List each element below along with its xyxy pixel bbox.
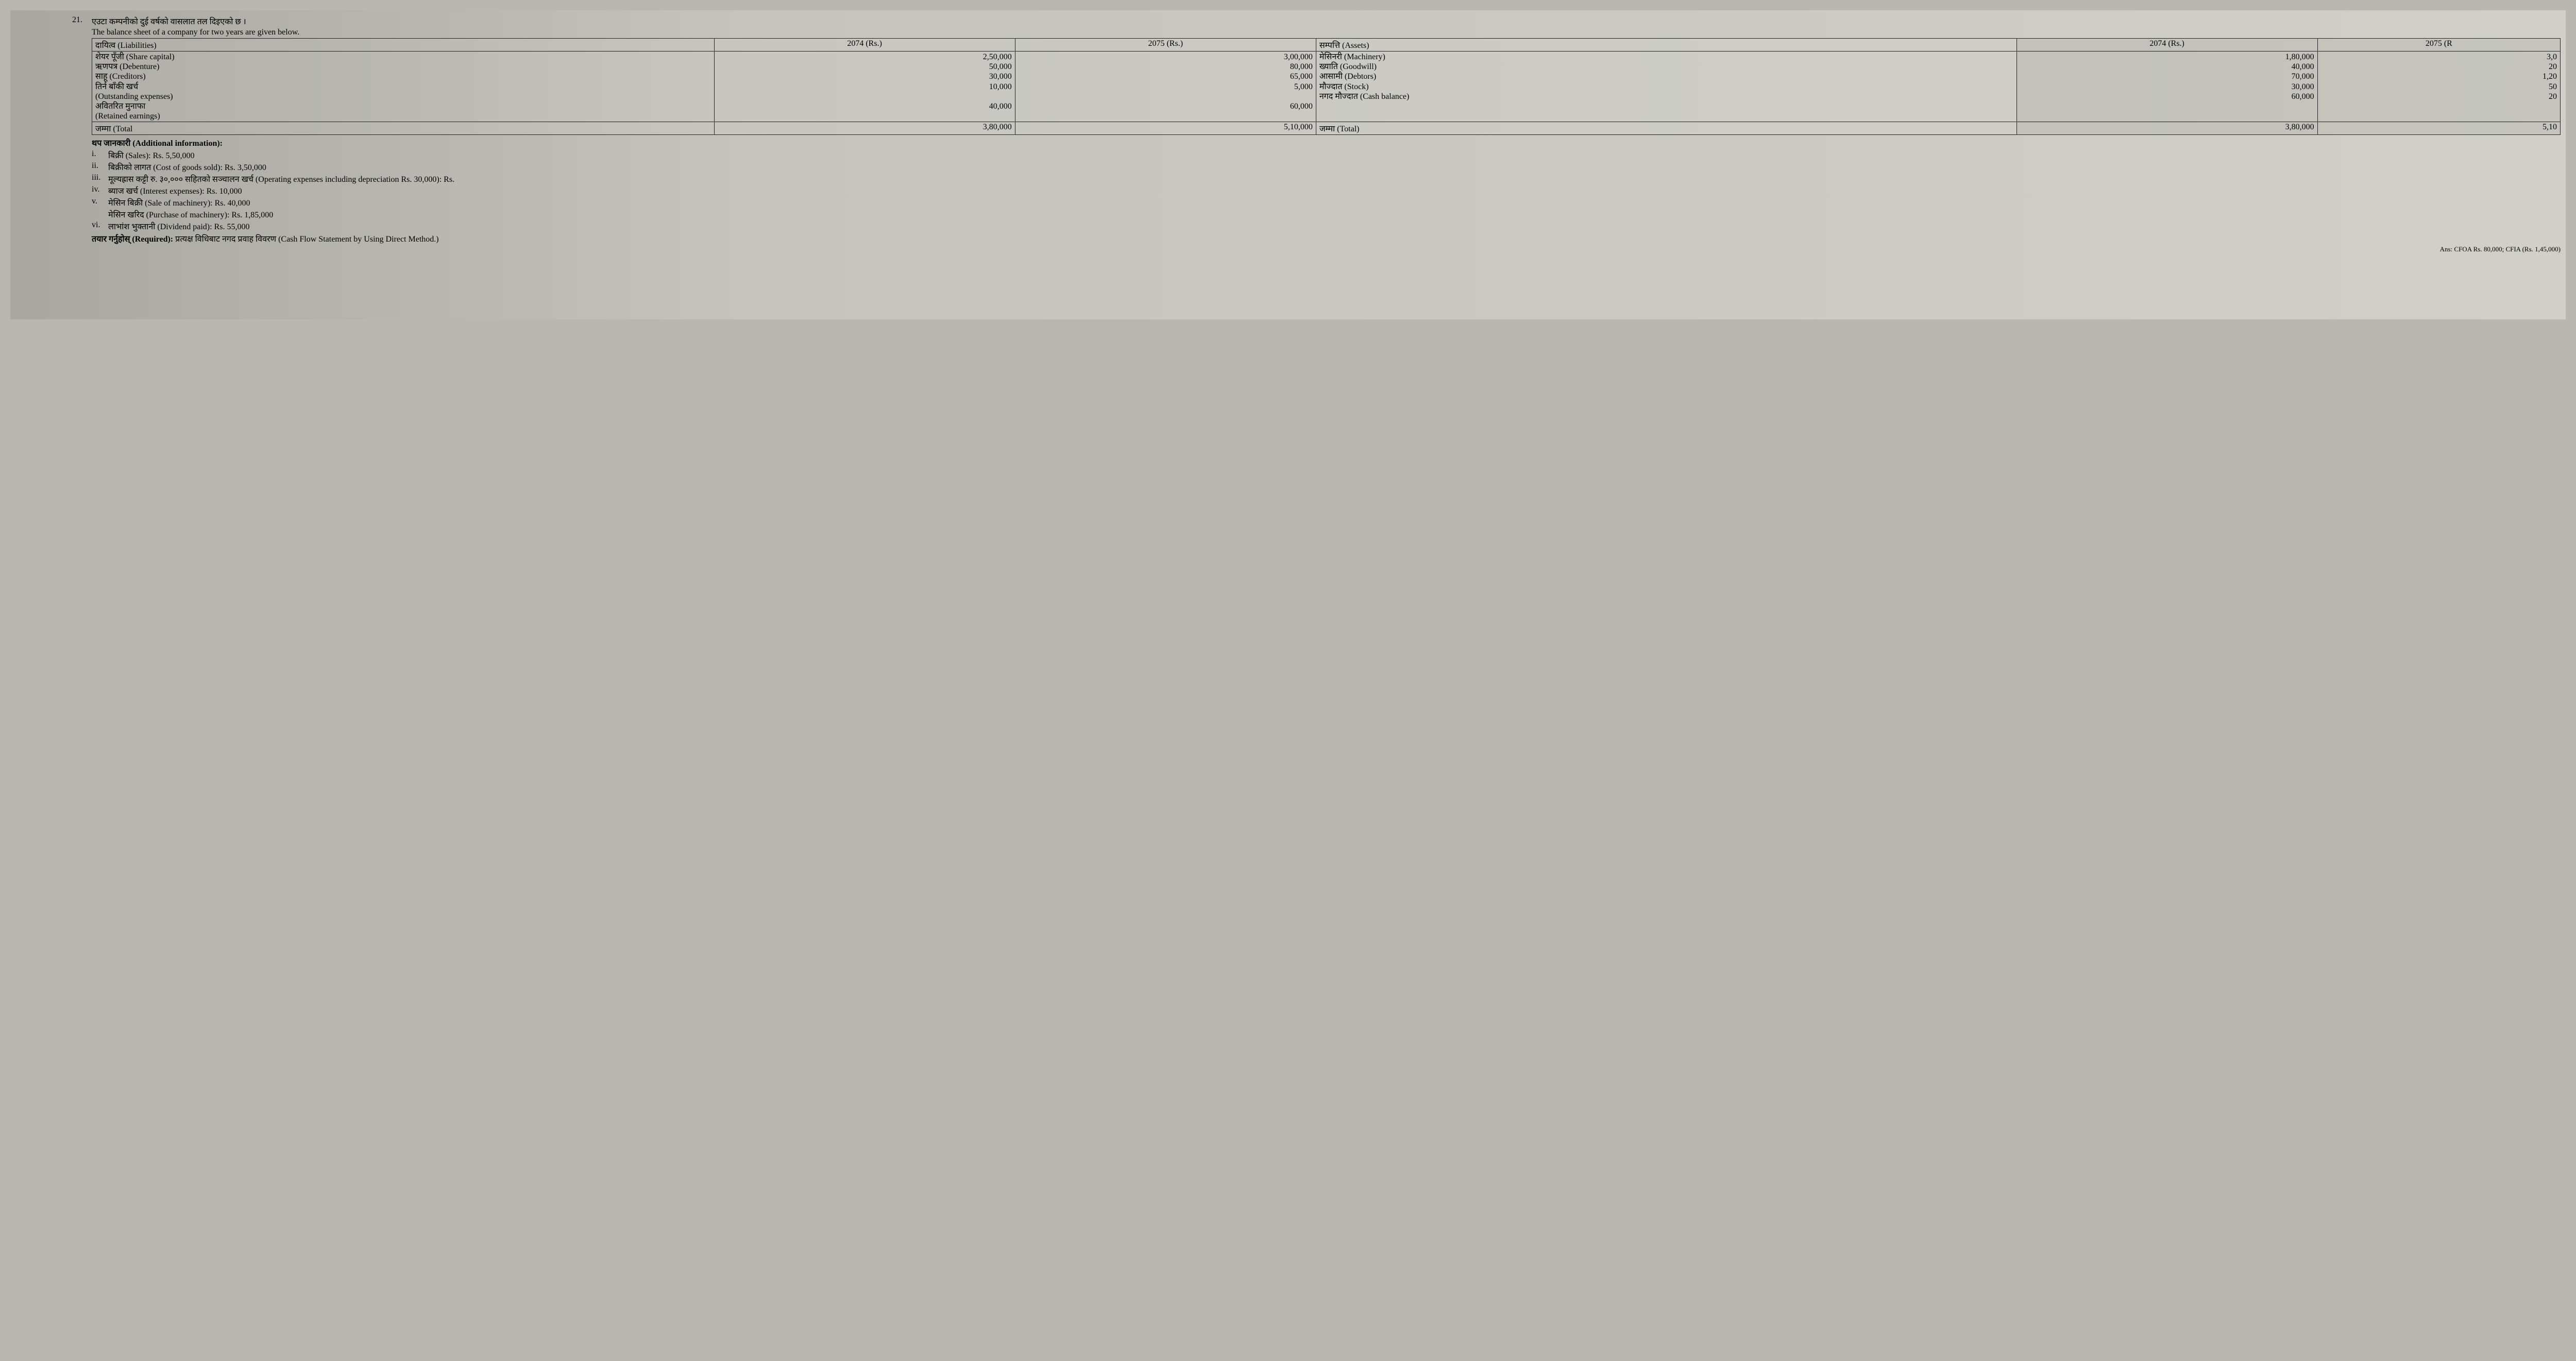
question-header: 21. एउटा कम्पनीको दुई वर्षको वासलात तल द…	[72, 15, 2561, 27]
addl-item: v. मेसिन बिक्री (Sale of machinery): Rs.…	[92, 197, 2561, 208]
val: 60,000	[1019, 101, 1313, 111]
val	[718, 111, 1012, 121]
addl-idx: i.	[92, 149, 104, 161]
asset-line	[1319, 111, 2013, 121]
val: 10,000	[718, 82, 1012, 92]
addl-item: i. बिक्री (Sales): Rs. 5,50,000	[92, 149, 2561, 161]
asset-line: मौज्दात (Stock)	[1319, 82, 2013, 92]
addl-text: बिक्री (Sales): Rs. 5,50,000	[108, 149, 195, 161]
required-label: तयार गर्नुहोस् (Required):	[92, 235, 173, 244]
val: 70,000	[2020, 72, 2314, 81]
val: 30,000	[718, 72, 1012, 81]
table-header-row: दायित्व (Liabilities) 2074 (Rs.) 2075 (R…	[92, 39, 2561, 52]
addl-text: लाभांश भुक्तानी (Dividend paid): Rs. 55,…	[108, 220, 249, 232]
asset-cell: मेसिनरी (Machinery) ख्याति (Goodwill) आस…	[1316, 52, 2016, 122]
addl-text: मेसिन बिक्री (Sale of machinery): Rs. 40…	[108, 197, 250, 208]
total-liab-2075: 5,10,000	[1015, 122, 1316, 135]
col-liabilities: दायित्व (Liabilities)	[92, 39, 715, 52]
val: 40,000	[718, 101, 1012, 111]
val	[1019, 111, 1313, 121]
additional-info-header: थप जानकारी (Additional information):	[92, 137, 2561, 148]
val: 40,000	[2020, 62, 2314, 72]
asset-line	[1319, 101, 2013, 111]
addl-idx: iii.	[92, 173, 104, 184]
addl-text: मूल्यह्रास कट्टी रु. ३०,००० सहितको सञ्चा…	[108, 173, 454, 184]
val	[2321, 111, 2557, 121]
asset-line: मेसिनरी (Machinery)	[1319, 52, 2013, 62]
question-number: 21.	[72, 15, 88, 27]
addl-idx: v.	[92, 197, 104, 208]
addl-item: iii. मूल्यह्रास कट्टी रु. ३०,००० सहितको …	[92, 173, 2561, 184]
col-2074-liab: 2074 (Rs.)	[714, 39, 1015, 52]
asset-2074-cell: 1,80,000 40,000 70,000 30,000 60,000	[2016, 52, 2317, 122]
asset-2075-cell: 3,0 20 1,20 50 20	[2317, 52, 2560, 122]
addl-item: vi. लाभांश भुक्तानी (Dividend paid): Rs.…	[92, 220, 2561, 232]
addl-item: ii. बिक्रीको लागत (Cost of goods sold): …	[92, 161, 2561, 173]
val	[2321, 101, 2557, 111]
addl-text: मेसिन खरिद (Purchase of machinery): Rs. …	[108, 209, 273, 220]
asset-line: ख्याति (Goodwill)	[1319, 62, 2013, 72]
val: 3,0	[2321, 52, 2557, 62]
col-2074-assets: 2074 (Rs.)	[2016, 39, 2317, 52]
liab-line: अवितरित मुनाफा	[95, 101, 711, 111]
val: 50	[2321, 82, 2557, 92]
val	[718, 92, 1012, 101]
addl-text: ब्याज खर्च (Interest expenses): Rs. 10,0…	[108, 185, 242, 196]
val	[2020, 111, 2314, 121]
page: 21. एउटा कम्पनीको दुई वर्षको वासलात तल द…	[10, 10, 2566, 319]
addl-item: iv. ब्याज खर्च (Interest expenses): Rs. …	[92, 185, 2561, 196]
liab-line: साहू (Creditors)	[95, 72, 711, 81]
total-liab-2074: 3,80,000	[714, 122, 1015, 135]
total-asset-label: जम्मा (Total)	[1316, 122, 2016, 135]
liab-2074-cell: 2,50,000 50,000 30,000 10,000 40,000	[714, 52, 1015, 122]
total-asset-2075: 5,10	[2317, 122, 2560, 135]
val: 1,80,000	[2020, 52, 2314, 62]
col-2075-liab: 2075 (Rs.)	[1015, 39, 1316, 52]
question-title-nep: एउटा कम्पनीको दुई वर्षको वासलात तल दिइएक…	[92, 15, 246, 27]
liab-line: शेयर पूँजी (Share capital)	[95, 52, 711, 62]
liab-line: (Outstanding expenses)	[95, 92, 711, 101]
addl-idx: vi.	[92, 220, 104, 232]
val: 1,20	[2321, 72, 2557, 81]
liab-line: (Retained earnings)	[95, 111, 711, 121]
addl-idx: iv.	[92, 185, 104, 196]
val: 65,000	[1019, 72, 1313, 81]
val: 50,000	[718, 62, 1012, 72]
addl-idx	[92, 209, 104, 220]
val: 80,000	[1019, 62, 1313, 72]
total-asset-2074: 3,80,000	[2016, 122, 2317, 135]
val	[2020, 101, 2314, 111]
val: 20	[2321, 92, 2557, 101]
total-row: जम्मा (Total 3,80,000 5,10,000 जम्मा (To…	[92, 122, 2561, 135]
required-text: प्रत्यक्ष विधिबाट नगद प्रवाह विवरण (Cash…	[175, 235, 438, 244]
val: 60,000	[2020, 92, 2314, 101]
liab-cell: शेयर पूँजी (Share capital) ऋणपत्र (Deben…	[92, 52, 715, 122]
val: 5,000	[1019, 82, 1313, 92]
val: 30,000	[2020, 82, 2314, 92]
val: 2,50,000	[718, 52, 1012, 62]
asset-line: आसामी (Debtors)	[1319, 72, 2013, 81]
question-title-eng: The balance sheet of a company for two y…	[92, 28, 2561, 37]
liab-line: ऋणपत्र (Debenture)	[95, 62, 711, 72]
addl-idx: ii.	[92, 161, 104, 173]
balance-sheet-table: दायित्व (Liabilities) 2074 (Rs.) 2075 (R…	[92, 38, 2561, 135]
required-line: तयार गर्नुहोस् (Required): प्रत्यक्ष विध…	[92, 233, 2561, 244]
col-2075-assets: 2075 (R	[2317, 39, 2560, 52]
val: 3,00,000	[1019, 52, 1313, 62]
additional-info-list: i. बिक्री (Sales): Rs. 5,50,000 ii. बिक्…	[92, 149, 2561, 232]
liab-2075-cell: 3,00,000 80,000 65,000 5,000 60,000	[1015, 52, 1316, 122]
answer-line: Ans: CFOA Rs. 80,000; CFIA (Rs. 1,45,000…	[72, 245, 2561, 253]
val	[1019, 92, 1313, 101]
liab-line: तिर्न बाँकी खर्च	[95, 82, 711, 92]
asset-line: नगद मौज्दात (Cash balance)	[1319, 92, 2013, 101]
col-assets: सम्पत्ति (Assets)	[1316, 39, 2016, 52]
addl-text: बिक्रीको लागत (Cost of goods sold): Rs. …	[108, 161, 266, 173]
val: 20	[2321, 62, 2557, 72]
total-liab-label: जम्मा (Total	[92, 122, 715, 135]
addl-item: मेसिन खरिद (Purchase of machinery): Rs. …	[92, 209, 2561, 220]
